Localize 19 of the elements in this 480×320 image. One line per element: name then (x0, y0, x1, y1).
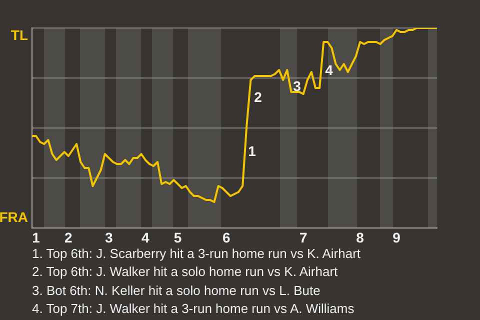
x-tick-label: 9 (392, 229, 401, 246)
annotation: 4 (325, 62, 334, 78)
text: FRA (0, 208, 28, 225)
x-tick-label: 7 (299, 229, 308, 246)
x-tick-label: 2 (64, 229, 73, 246)
x-tick-label: 8 (356, 229, 364, 246)
annotation: 2 (254, 88, 262, 105)
x-tick-label: 5 (174, 229, 182, 246)
x-tick-label: 6 (222, 229, 230, 246)
x-tick-label: 1 (32, 229, 40, 246)
annotation: 3 (293, 78, 302, 94)
annotation: 1 (248, 142, 256, 159)
text: 2. Top 6th: J. Walker hit a solo home run vs K. Airhart (32, 263, 339, 282)
text: 4. Top 7th: J. Walker hit a 3-run home run vs A. Williams (32, 300, 356, 318)
text: 1. Top 6th: J. Scarberry hit a 3-run home run vs K. Airhart (32, 245, 361, 263)
x-tick-label: 3 (105, 229, 114, 246)
text: TL (10, 26, 28, 43)
text: 3. Bot 6th: N. Keller hit a solo home run vs L. Bute (32, 282, 322, 300)
x-tick-label: 4 (142, 229, 150, 246)
